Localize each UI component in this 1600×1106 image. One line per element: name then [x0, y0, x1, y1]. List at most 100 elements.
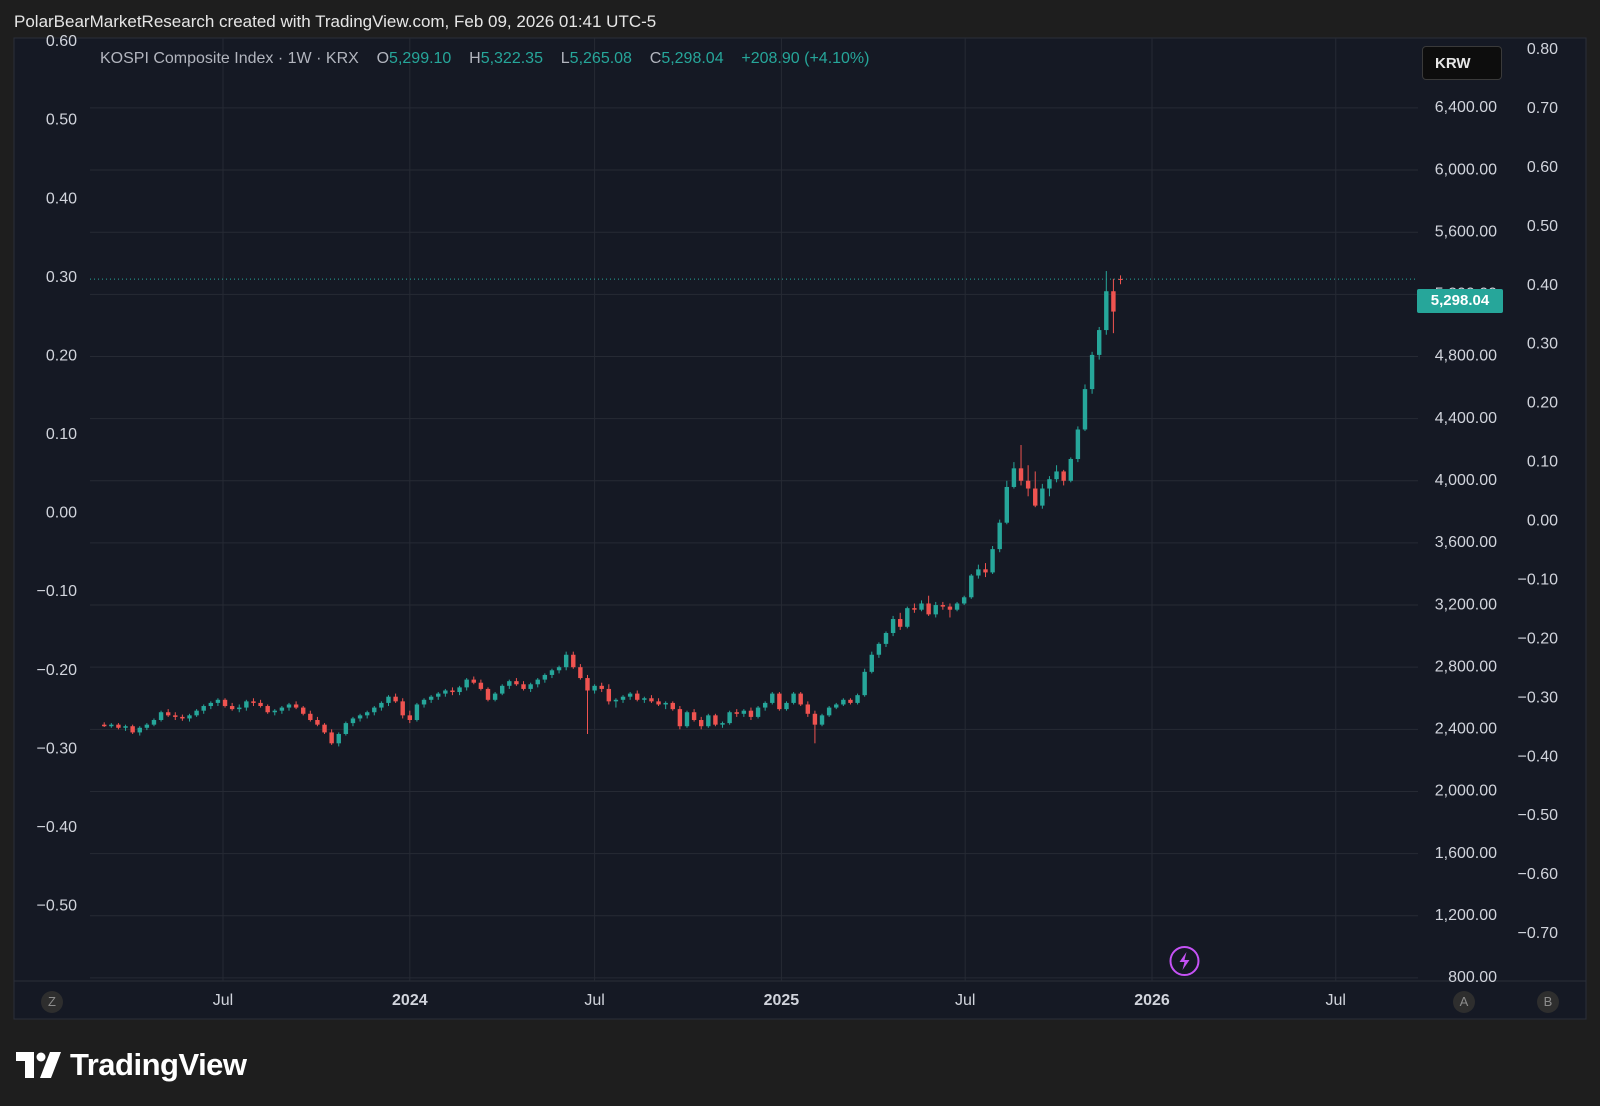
candle-body[interactable] — [464, 679, 469, 688]
candle-body[interactable] — [293, 704, 299, 708]
candle-body[interactable] — [329, 732, 334, 744]
candle-body[interactable] — [151, 720, 157, 725]
candle-body[interactable] — [308, 713, 313, 721]
candle-body[interactable] — [897, 619, 903, 627]
candle-body[interactable] — [436, 693, 441, 697]
candle-body[interactable] — [478, 682, 484, 689]
candle-body[interactable] — [258, 702, 263, 707]
candle-body[interactable] — [535, 679, 540, 685]
candle-body[interactable] — [1111, 291, 1116, 312]
candle-body[interactable] — [350, 718, 356, 724]
candle-body[interactable] — [237, 707, 242, 710]
auto-scale-button[interactable]: A — [1453, 991, 1475, 1013]
candle-body[interactable] — [677, 709, 683, 727]
candle-body[interactable] — [165, 712, 171, 716]
candle-body[interactable] — [862, 671, 867, 696]
candle-body[interactable] — [279, 707, 285, 711]
candle-body[interactable] — [599, 685, 604, 689]
candle-body[interactable] — [947, 606, 953, 610]
candle-body[interactable] — [343, 723, 349, 734]
candle-body[interactable] — [770, 693, 775, 703]
candle-body[interactable] — [1068, 459, 1073, 481]
candle-body[interactable] — [357, 715, 363, 719]
candle-body[interactable] — [1033, 488, 1038, 506]
candle-body[interactable] — [116, 724, 121, 728]
candle-body[interactable] — [741, 710, 747, 714]
candle-body[interactable] — [720, 723, 725, 725]
candle-body[interactable] — [691, 712, 697, 721]
candle-body[interactable] — [102, 724, 107, 727]
candle-body[interactable] — [109, 724, 114, 727]
candle-body[interactable] — [400, 701, 405, 716]
candle-body[interactable] — [443, 690, 448, 694]
candle-body[interactable] — [670, 702, 675, 710]
candle-body[interactable] — [485, 688, 491, 700]
candle-body[interactable] — [173, 715, 178, 717]
candle-body[interactable] — [158, 712, 164, 721]
candle-body[interactable] — [336, 733, 341, 744]
candle-body[interactable] — [1089, 354, 1095, 390]
candle-body[interactable] — [940, 605, 946, 607]
candle-body[interactable] — [229, 706, 235, 710]
candle-body[interactable] — [372, 707, 377, 713]
candle-body[interactable] — [592, 685, 597, 691]
auto-zoom-button[interactable]: Z — [41, 991, 63, 1013]
candle-body[interactable] — [627, 693, 633, 697]
candle-body[interactable] — [407, 715, 413, 721]
candle-body[interactable] — [933, 605, 938, 615]
candle-body[interactable] — [457, 687, 462, 693]
candle-body[interactable] — [812, 713, 818, 725]
candle-body[interactable] — [180, 716, 185, 719]
candle-body[interactable] — [386, 696, 391, 703]
candle-body[interactable] — [1054, 471, 1059, 480]
candle-body[interactable] — [364, 712, 370, 716]
candle-body[interactable] — [784, 702, 789, 710]
candle-body[interactable] — [919, 603, 924, 610]
scale-b-button[interactable]: B — [1537, 991, 1559, 1013]
candle-body[interactable] — [755, 707, 761, 717]
candle-body[interactable] — [500, 685, 505, 694]
candle-body[interactable] — [819, 715, 825, 725]
candle-body[interactable] — [144, 724, 150, 728]
candle-body[interactable] — [848, 699, 853, 703]
candle-body[interactable] — [961, 597, 967, 604]
candle-body[interactable] — [563, 654, 569, 668]
candle-body[interactable] — [194, 710, 199, 716]
candle-body[interactable] — [990, 549, 995, 573]
candle-body[interactable] — [1096, 330, 1102, 355]
candle-body[interactable] — [606, 688, 612, 702]
symbol-name[interactable]: KOSPI Composite Index — [100, 50, 274, 67]
candle-body[interactable] — [798, 693, 803, 705]
tradingview-logo[interactable]: TradingView — [16, 1047, 247, 1083]
candle-body[interactable] — [542, 674, 548, 680]
candle-body[interactable] — [414, 704, 420, 721]
candle-body[interactable] — [699, 720, 704, 727]
candle-body[interactable] — [514, 681, 519, 685]
candle-body[interactable] — [585, 678, 590, 691]
candle-body[interactable] — [215, 699, 221, 703]
candle-body[interactable] — [1047, 479, 1052, 489]
candle-body[interactable] — [734, 712, 739, 714]
candle-body[interactable] — [549, 670, 555, 675]
candle-body[interactable] — [507, 681, 512, 686]
candle-body[interactable] — [1061, 471, 1066, 481]
interval-label[interactable]: 1W — [287, 50, 312, 67]
candle-body[interactable] — [1040, 488, 1045, 506]
candle-body[interactable] — [1011, 468, 1017, 487]
candle-body[interactable] — [379, 702, 384, 708]
candle-body[interactable] — [471, 679, 476, 683]
candle-body[interactable] — [201, 706, 206, 711]
currency-button[interactable]: KRW — [1422, 46, 1502, 80]
candle-body[interactable] — [663, 702, 668, 705]
candle-body[interactable] — [777, 693, 782, 710]
candle-body[interactable] — [130, 726, 135, 733]
candle-body[interactable] — [1118, 278, 1123, 280]
candle-body[interactable] — [265, 706, 270, 713]
candle-body[interactable] — [656, 701, 661, 705]
candle-body[interactable] — [1104, 291, 1109, 331]
candle-body[interactable] — [791, 693, 796, 703]
candle-body[interactable] — [969, 575, 974, 598]
candle-body[interactable] — [635, 693, 640, 700]
candle-body[interactable] — [208, 702, 214, 707]
candle-body[interactable] — [926, 603, 931, 615]
